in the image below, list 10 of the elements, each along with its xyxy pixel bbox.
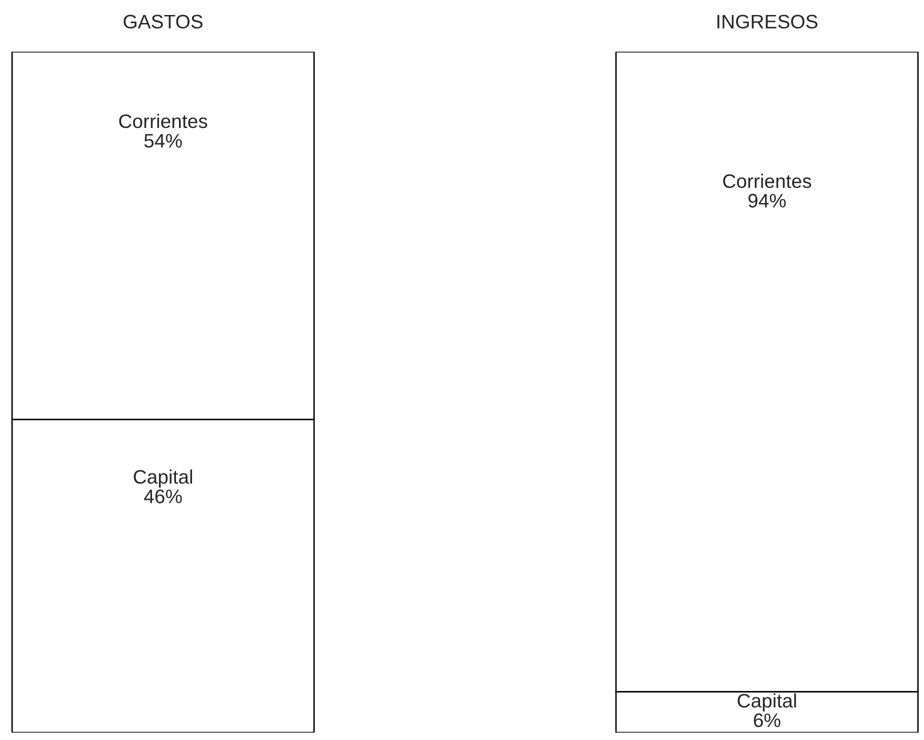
data-label: 6% bbox=[754, 713, 780, 728]
series-label: Capital bbox=[738, 693, 796, 712]
text: Corrientes bbox=[723, 174, 812, 188]
x-tick-label: GASTOS bbox=[124, 14, 203, 29]
text: Capital bbox=[134, 470, 192, 488]
x-tick-label: INGRESOS bbox=[717, 14, 818, 29]
data-label: 94% bbox=[748, 194, 786, 208]
data-label: 54% bbox=[144, 134, 182, 148]
data-label: 46% bbox=[144, 490, 182, 504]
series-label: Corrientes bbox=[119, 114, 208, 128]
